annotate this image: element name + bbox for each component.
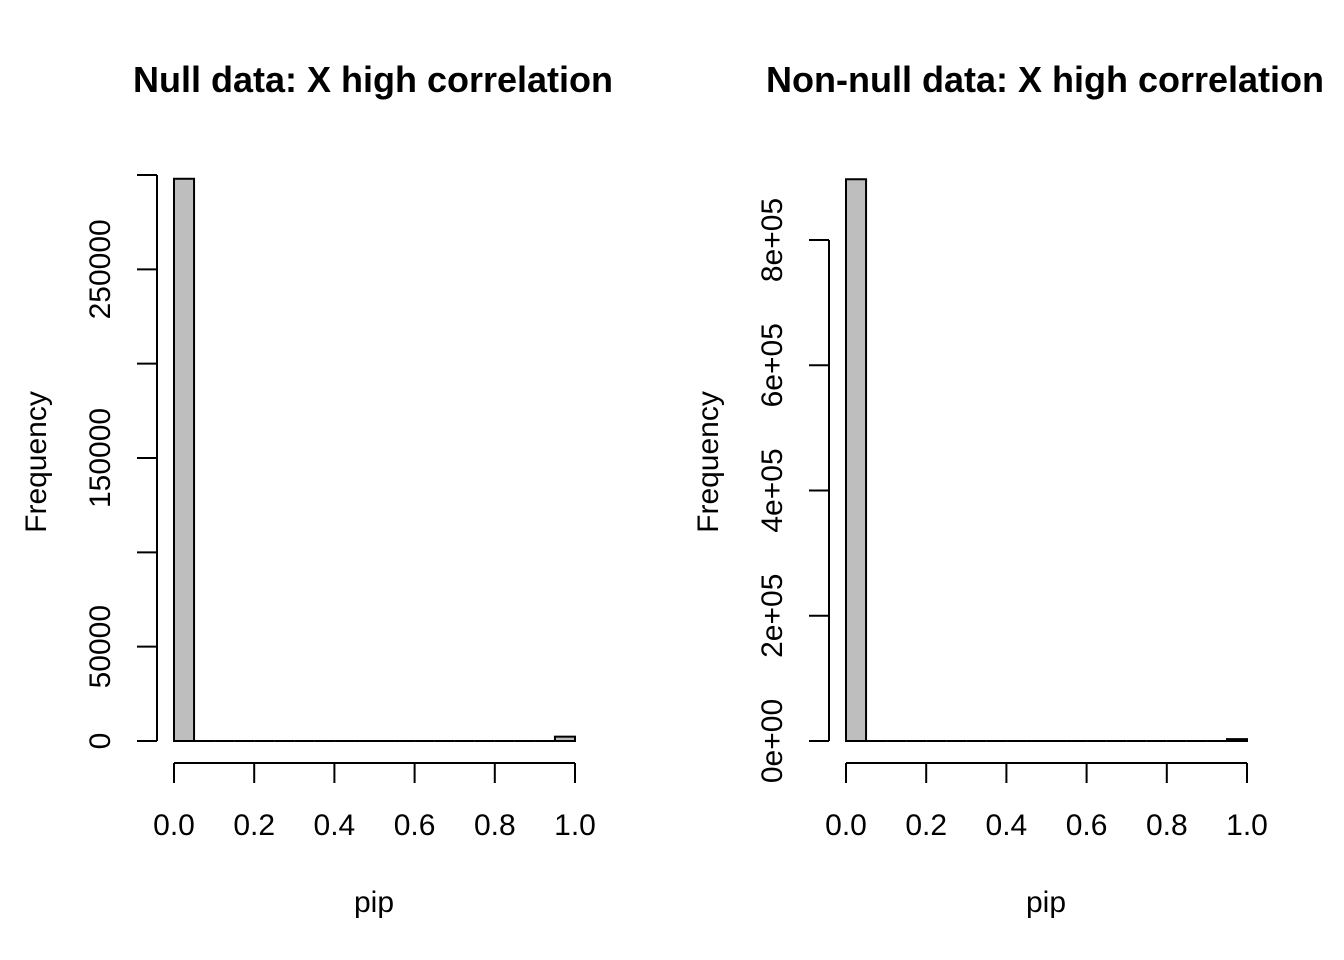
x-axis-label: pip [1026, 886, 1066, 919]
chart-panel-nonnull: Non-null data: X high correlation pip Fr… [692, 59, 1324, 919]
chart-title: Null data: X high correlation [133, 59, 613, 100]
x-tick-label: 0.8 [474, 809, 516, 842]
y-tick-label: 2e+05 [756, 574, 789, 658]
x-tick-label: 0.0 [153, 809, 195, 842]
y-tick-label: 150000 [84, 408, 117, 508]
x-tick-label: 0.2 [233, 809, 275, 842]
chart-title: Non-null data: X high correlation [766, 59, 1324, 100]
x-tick-label: 0.6 [394, 809, 436, 842]
histogram-bar [1225, 738, 1248, 743]
x-tick-label: 0.0 [825, 809, 867, 842]
histogram-bar [845, 178, 868, 743]
y-axis-label: Frequency [692, 391, 725, 533]
y-tick-label: 50000 [84, 605, 117, 688]
x-tick-label: 1.0 [554, 809, 596, 842]
x-tick-label: 1.0 [1226, 809, 1268, 842]
x-tick-label: 0.2 [905, 809, 947, 842]
y-tick-label: 250000 [84, 219, 117, 319]
y-tick-label: 6e+05 [756, 323, 789, 407]
y-tick-label: 8e+05 [756, 198, 789, 282]
histogram-bar [553, 735, 577, 742]
chart-panel-null: Null data: X high correlation pip Freque… [20, 59, 613, 919]
y-tick-label: 0 [84, 733, 117, 750]
histogram-bar [173, 177, 196, 743]
y-axis-label: Frequency [20, 391, 53, 533]
y-tick-label: 0e+00 [756, 699, 789, 783]
y-tick-label: 4e+05 [756, 448, 789, 532]
x-tick-label: 0.8 [1146, 809, 1188, 842]
x-tick-label: 0.6 [1066, 809, 1108, 842]
x-axis-label: pip [354, 886, 394, 919]
x-tick-label: 0.4 [314, 809, 356, 842]
x-tick-label: 0.4 [986, 809, 1028, 842]
